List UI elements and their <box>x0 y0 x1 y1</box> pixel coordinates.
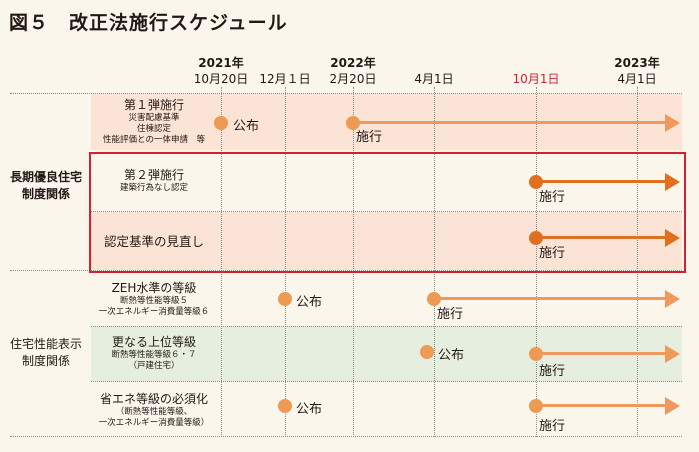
separator-row6 <box>91 381 682 382</box>
highlight-box <box>89 152 686 273</box>
date-5: 10月1日 <box>512 72 560 86</box>
row3-enact-label: 施行 <box>539 246 566 261</box>
row5-enact-label: 施行 <box>539 364 566 379</box>
row2-arrow-head <box>665 173 680 191</box>
row4-arrow-line <box>436 297 667 300</box>
row6-announce-dot <box>278 399 292 413</box>
row1-announce-dot <box>214 116 228 130</box>
row6-announce-label: 公布 <box>296 402 323 417</box>
row2-arrow-line <box>538 180 667 183</box>
year-2023: 2023年 <box>614 56 660 70</box>
row5-announce-label: 公布 <box>438 348 465 363</box>
separator-top <box>10 93 682 94</box>
row4-announce-dot <box>278 292 292 306</box>
row1-sub: 災害配慮基準 住棟認定 性能評価との一体申請 等 <box>103 113 205 145</box>
row6-arrow-line <box>538 404 667 407</box>
row5-enact-dot <box>529 347 543 361</box>
row5-sub: 断熱等性能等級６・７ （戸建住宅） <box>111 350 197 371</box>
gridline-2021-12-01 <box>285 87 286 437</box>
separator-row2 <box>91 211 682 212</box>
row4-enact-dot <box>427 292 441 306</box>
row4-arrow-head <box>665 290 680 308</box>
row2-enact-dot <box>529 175 543 189</box>
row1-arrow-line <box>355 121 667 124</box>
row5-arrow-line <box>538 352 667 355</box>
row1-announce-label: 公布 <box>233 119 260 134</box>
row4-label: ZEH水準の等級 断熱等性能等級５ 一次エネルギー消費量等級６ <box>92 281 216 318</box>
category-chouki: 長期優良住宅 制度関係 <box>9 170 82 201</box>
date-6: 4月1日 <box>617 72 657 86</box>
separator-row5 <box>91 326 682 327</box>
row6-arrow-head <box>665 397 680 415</box>
row3-arrow-head <box>665 229 680 247</box>
row1-title: 第１弾施行 <box>123 98 184 112</box>
row6-enact-dot <box>529 399 543 413</box>
category-seinou: 住宅性能表示 制度関係 <box>9 337 82 368</box>
figure-title: 図５ 改正法施行スケジュール <box>9 12 288 34</box>
row1-enact-dot <box>346 116 360 130</box>
row6-enact-label: 施行 <box>539 419 566 434</box>
row4-announce-label: 公布 <box>296 295 323 310</box>
row3-title: 認定基準の見直し <box>103 234 204 249</box>
gridline-2022-10-01 <box>536 87 537 437</box>
date-3: 2月20日 <box>329 72 377 86</box>
row2-enact-label: 施行 <box>539 190 566 205</box>
row6-sub: （断熱等性能等級、 一次エネルギー消費量等級） <box>98 407 210 428</box>
row3-enact-dot <box>529 231 543 245</box>
row5-announce-dot <box>420 345 434 359</box>
gridline-2023-04-01 <box>637 87 638 437</box>
row5-arrow-head <box>665 345 680 363</box>
gridline-2022-02-20 <box>353 87 354 437</box>
gridline-2021-10-20 <box>221 87 222 437</box>
row4-enact-label: 施行 <box>437 307 464 322</box>
gridline-2022-04-01 <box>434 87 435 437</box>
separator-mid <box>10 270 682 271</box>
row5-title: 更なる上位等級 <box>111 335 196 349</box>
year-2021: 2021年 <box>198 56 244 70</box>
row2-title: 第２弾施行 <box>123 168 184 182</box>
separator-bottom <box>10 436 682 437</box>
row6-title: 省エネ等級の必須化 <box>99 392 208 406</box>
date-1: 10月20日 <box>193 72 249 86</box>
row1-enact-label: 施行 <box>356 130 383 145</box>
date-2: 12月１日 <box>259 72 311 86</box>
year-2022: 2022年 <box>330 56 376 70</box>
row4-sub: 断熱等性能等級５ 一次エネルギー消費量等級６ <box>98 296 210 317</box>
date-4: 4月1日 <box>414 72 454 86</box>
row5-label: 更なる上位等級 断熱等性能等級６・７ （戸建住宅） <box>92 335 216 372</box>
row1-label: 第１弾施行 災害配慮基準 住棟認定 性能評価との一体申請 等 <box>92 98 216 146</box>
row6-label: 省エネ等級の必須化 （断熱等性能等級、 一次エネルギー消費量等級） <box>92 392 216 429</box>
row2-label: 第２弾施行 建築行為なし認定 <box>92 168 216 194</box>
row4-title: ZEH水準の等級 <box>111 281 197 295</box>
row1-arrow-head <box>665 114 680 132</box>
row3-arrow-line <box>538 236 667 239</box>
row2-sub: 建築行為なし認定 <box>119 183 188 193</box>
band-row3 <box>91 212 682 270</box>
